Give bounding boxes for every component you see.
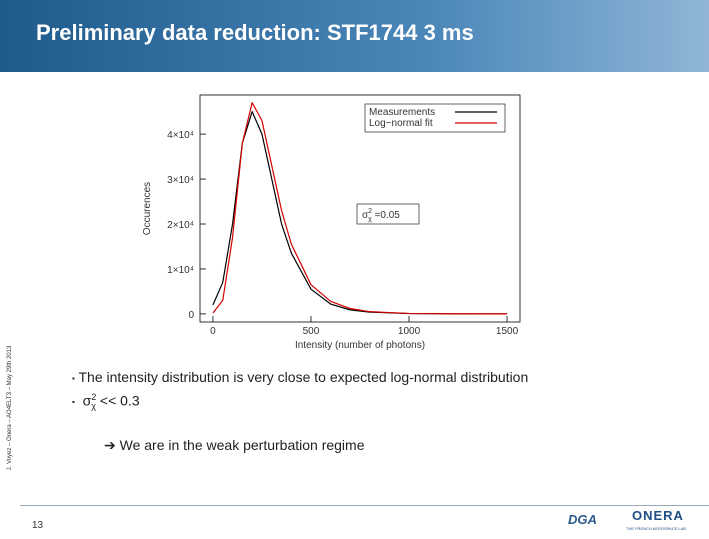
slide-title: Preliminary data reduction: STF1744 3 ms: [36, 20, 474, 45]
conclusion: ➔ We are in the weak perturbation regime: [104, 437, 365, 453]
y-tick-label: 2×10⁴: [167, 220, 194, 231]
bullet-text: << 0.3: [96, 392, 140, 409]
y-tick-label: 1×10⁴: [167, 265, 194, 276]
y-tick-label: 0: [188, 310, 194, 321]
title-bar: [0, 0, 709, 72]
conclusion-text: We are in the weak perturbation regime: [119, 437, 365, 453]
sub: χ: [91, 401, 97, 412]
y-tick-label: 3×10⁴: [167, 175, 194, 186]
y-axis-label: Occurences: [142, 182, 153, 235]
page-number: 13: [32, 520, 44, 531]
footer-line: [20, 505, 709, 506]
x-tick-label: 1500: [496, 326, 519, 337]
annotation-part: σ: [362, 210, 369, 221]
legend-box: [364, 103, 506, 133]
logo-onera: ONERA: [632, 508, 684, 523]
bullet: ▪ σ2χ << 0.3: [72, 392, 140, 412]
series-line: [212, 102, 508, 315]
x-tick-label: 500: [303, 326, 320, 337]
plot-frame: [199, 94, 521, 323]
sup: 2: [91, 392, 97, 402]
logo-tagline: THE FRENCH AEROSPACE LAB: [626, 526, 686, 531]
y-tick-label: 4×10⁴: [167, 130, 194, 141]
annotation-box: [356, 203, 420, 225]
annotation: σ2 χ =0.05: [362, 208, 400, 223]
annotation-part: =0.05: [372, 210, 401, 221]
bullet-text: The intensity distribution is very close…: [78, 369, 529, 385]
logo-dga: DGA: [568, 512, 597, 527]
x-tick-label: 1000: [398, 326, 421, 337]
bullet: ▪ The intensity distribution is very clo…: [72, 369, 529, 385]
x-tick-label: 0: [210, 326, 216, 337]
annotation-part: 2: [368, 208, 372, 215]
annotation-part: χ: [368, 216, 372, 223]
legend-label: Log−normal fit: [369, 118, 433, 129]
symbol: σ: [82, 392, 92, 409]
x-axis-label: Intensity (number of photons): [295, 340, 425, 351]
legend-label: Measurements: [369, 107, 435, 118]
